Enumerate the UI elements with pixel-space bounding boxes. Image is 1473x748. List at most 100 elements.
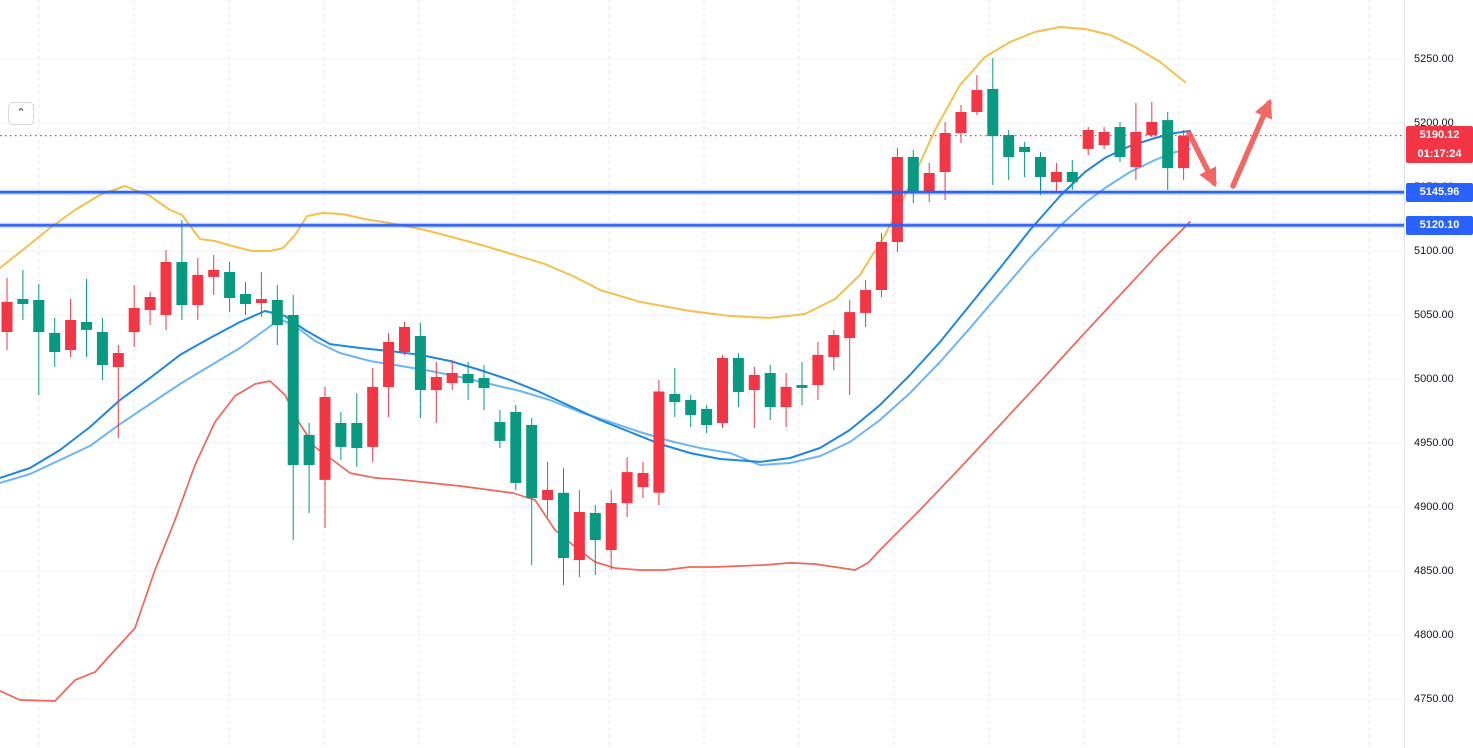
candle-body	[1098, 132, 1110, 146]
vertical-gridlines	[38, 0, 1370, 748]
candle-body	[430, 377, 442, 391]
candle-body	[558, 492, 569, 558]
candle-body	[128, 308, 140, 333]
candle-body	[367, 386, 379, 447]
candle-body	[271, 300, 283, 325]
candle-body	[1035, 157, 1046, 177]
price-axis-label: 4850.00	[1414, 564, 1454, 577]
candle-body	[287, 315, 299, 465]
price-axis-label: 5250.00	[1414, 52, 1454, 65]
candle-body	[1082, 130, 1094, 149]
candle-body	[1066, 172, 1078, 182]
candle-body	[987, 89, 999, 137]
candle-body	[176, 262, 188, 305]
candle-body	[49, 332, 61, 352]
candle-body	[828, 335, 840, 357]
level-price-badge-2: 5120.10	[1406, 215, 1473, 235]
candle-body	[33, 300, 45, 332]
candle-body	[81, 322, 92, 330]
candle-body	[589, 513, 601, 540]
price-axis-label: 5050.00	[1414, 308, 1454, 321]
candle-body	[335, 423, 347, 447]
price-axis-label: 4750.00	[1414, 692, 1454, 705]
candle-body	[144, 297, 156, 311]
candle-body	[351, 423, 363, 448]
candle-body	[160, 262, 172, 315]
candle-body	[494, 422, 506, 441]
candle-body	[399, 327, 410, 352]
candle-body	[17, 299, 29, 304]
candle-body	[860, 290, 872, 313]
countdown-timer: 01:17:24	[1417, 148, 1462, 161]
candle-body	[1114, 127, 1126, 158]
candle-body	[510, 412, 522, 483]
trend-arrow-drawing[interactable]	[1186, 98, 1272, 189]
candle-body	[923, 173, 935, 193]
moving-average-slow	[0, 148, 1191, 484]
candle-body	[383, 341, 395, 387]
candle-body	[303, 434, 315, 465]
candle-body	[1162, 120, 1174, 169]
candle-body	[844, 312, 856, 339]
price-axis-label: 4800.00	[1414, 628, 1454, 641]
candle-body	[732, 358, 744, 392]
candle-body	[255, 299, 267, 303]
candle-body	[891, 157, 903, 242]
horizontal-gridlines	[0, 58, 1404, 700]
candle-body	[812, 354, 824, 385]
candle-body	[414, 336, 426, 390]
collapse-pane-button[interactable]: ⌃	[8, 102, 34, 125]
candle-body	[621, 472, 633, 504]
candle-body	[971, 90, 983, 112]
candle-body	[526, 425, 538, 499]
candle-body	[224, 272, 236, 298]
candle-body	[446, 373, 458, 383]
candle-body	[685, 400, 697, 415]
candle-body	[462, 374, 474, 383]
candle-body	[605, 503, 617, 550]
price-axis-label: 4950.00	[1414, 436, 1454, 449]
price-axis-label: 4900.00	[1414, 500, 1454, 513]
current-price-badge: 5190.12 01:17:24	[1406, 126, 1473, 164]
candle-body	[748, 375, 760, 390]
candle-body	[1019, 146, 1031, 152]
candle-body	[669, 394, 681, 403]
candle-body	[701, 409, 713, 425]
level-price-badge-1: 5145.96	[1406, 182, 1473, 202]
price-axis-label: 5200.00	[1414, 116, 1454, 129]
candle-body	[192, 274, 204, 305]
candle-body	[1178, 135, 1190, 169]
candle-body	[876, 242, 887, 290]
candle-body	[478, 378, 490, 388]
candle-body	[1050, 172, 1062, 182]
candle-body	[717, 358, 728, 423]
candlestick-series	[1, 58, 1190, 585]
candle-body	[955, 112, 967, 133]
candle-body	[780, 386, 792, 407]
candle-body	[907, 157, 919, 193]
candle-body	[637, 473, 649, 488]
price-axis[interactable]: 5250.005200.005150.005100.005050.005000.…	[1404, 0, 1473, 748]
bollinger-lower-band	[0, 221, 1191, 702]
candle-body	[319, 397, 331, 480]
candle-body	[764, 373, 776, 407]
candle-body	[542, 490, 554, 500]
price-axis-label: 5100.00	[1414, 244, 1454, 257]
candle-body	[1146, 122, 1158, 136]
candle-body	[65, 320, 77, 350]
candle-body	[573, 512, 585, 560]
candle-body	[1003, 135, 1015, 157]
chevron-up-icon: ⌃	[16, 107, 26, 119]
candle-body	[1, 301, 13, 332]
candle-body	[939, 133, 951, 172]
moving-average-fast	[0, 129, 1191, 479]
candle-body	[208, 269, 220, 277]
chart-canvas[interactable]	[0, 0, 1404, 748]
candle-body	[796, 385, 808, 388]
current-price-value: 5190.12	[1419, 129, 1460, 142]
candle-body	[112, 353, 124, 367]
price-axis-label: 5000.00	[1414, 372, 1454, 385]
candle-body	[240, 294, 251, 304]
candle-body	[653, 391, 665, 493]
